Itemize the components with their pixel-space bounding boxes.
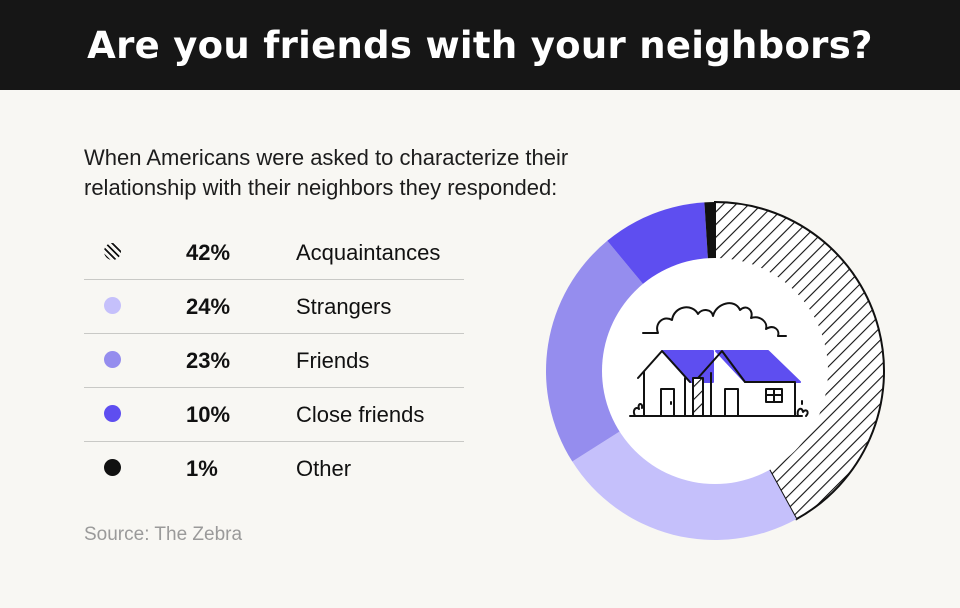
legend-label: Friends xyxy=(296,348,370,373)
legend-value: 42% xyxy=(186,240,231,265)
source-note: Source: The Zebra xyxy=(84,524,243,545)
page-title: Are you friends with your neighbors? xyxy=(87,23,873,67)
legend: 42% Acquaintances 24% Strangers 23% Frie… xyxy=(84,226,464,495)
legend-label: Close friends xyxy=(296,402,425,427)
header-bar: Are you friends with your neighbors? xyxy=(0,0,960,90)
legend-row-strangers: 24% Strangers xyxy=(84,280,464,334)
legend-label: Strangers xyxy=(296,294,392,319)
donut-chart xyxy=(546,200,885,540)
hatch-swatch-icon xyxy=(104,243,121,260)
friends-swatch-icon xyxy=(104,351,121,368)
legend-value: 1% xyxy=(186,456,218,481)
intro-line-2: relationship with their neighbors they r… xyxy=(84,175,558,200)
strangers-swatch-icon xyxy=(104,297,121,314)
legend-value: 10% xyxy=(186,402,231,427)
legend-row-friends: 23% Friends xyxy=(84,334,464,388)
intro-text: When Americans were asked to characteriz… xyxy=(84,143,624,203)
legend-label: Other xyxy=(296,456,352,481)
legend-row-acquaintances: 42% Acquaintances xyxy=(84,226,464,280)
donut-hole xyxy=(602,258,828,484)
legend-label: Acquaintances xyxy=(296,240,441,265)
close-friends-swatch-icon xyxy=(104,405,121,422)
legend-value: 24% xyxy=(186,294,231,319)
other-swatch-icon xyxy=(104,459,121,476)
legend-value: 23% xyxy=(186,348,231,373)
legend-row-other: 1% Other xyxy=(84,442,464,495)
intro-line-1: When Americans were asked to characteriz… xyxy=(84,145,569,170)
houses-icon xyxy=(629,302,809,417)
legend-row-close-friends: 10% Close friends xyxy=(84,388,464,442)
